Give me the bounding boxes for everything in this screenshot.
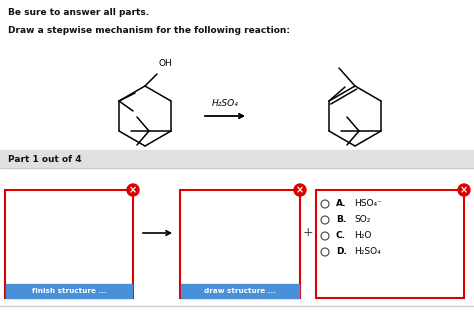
Bar <box>180 190 300 298</box>
Bar <box>316 190 464 298</box>
Text: H₂SO₄: H₂SO₄ <box>354 247 381 257</box>
Text: finish structure ...: finish structure ... <box>32 288 106 294</box>
Circle shape <box>127 184 139 196</box>
Text: C.: C. <box>336 232 346 240</box>
Text: D.: D. <box>336 247 347 257</box>
Text: SO₂: SO₂ <box>354 216 370 224</box>
Text: ×: × <box>296 185 304 195</box>
Text: Draw a stepwise mechanism for the following reaction:: Draw a stepwise mechanism for the follow… <box>8 26 290 35</box>
Text: +: + <box>303 227 313 240</box>
Text: H₂SO₄: H₂SO₄ <box>211 99 238 108</box>
Text: OH: OH <box>159 59 173 68</box>
Circle shape <box>294 184 306 196</box>
Bar <box>5 190 133 298</box>
Bar <box>6 284 132 298</box>
Text: Be sure to answer all parts.: Be sure to answer all parts. <box>8 8 149 17</box>
Text: HSO₄⁻: HSO₄⁻ <box>354 199 382 209</box>
Text: Part 1 out of 4: Part 1 out of 4 <box>8 155 82 163</box>
Text: ×: × <box>129 185 137 195</box>
Bar <box>0 150 474 168</box>
Circle shape <box>458 184 470 196</box>
Text: draw structure ...: draw structure ... <box>204 288 276 294</box>
Text: ×: × <box>460 185 468 195</box>
Text: H₂O: H₂O <box>354 232 371 240</box>
Text: B.: B. <box>336 216 346 224</box>
Bar <box>181 284 299 298</box>
Text: A.: A. <box>336 199 346 209</box>
